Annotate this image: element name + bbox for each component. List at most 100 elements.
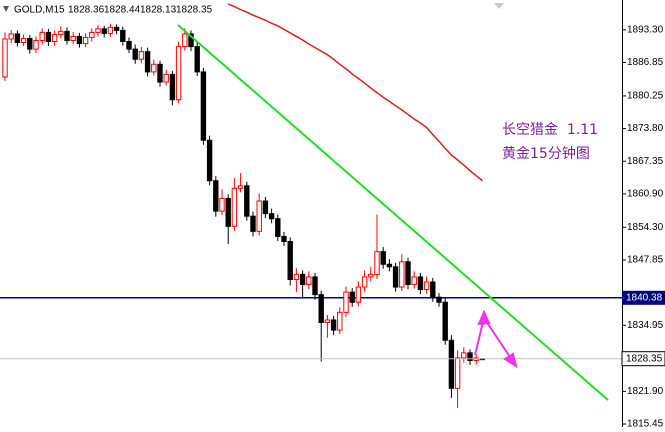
candle-body	[213, 180, 219, 212]
header-close: 1828.35	[176, 5, 213, 16]
candle-body	[169, 73, 176, 101]
current-price-label: 1828.35	[626, 353, 663, 364]
candle-body	[337, 311, 343, 331]
candle-body	[399, 261, 405, 288]
y-tick-label: 1886.85	[627, 57, 664, 68]
candle-body	[386, 263, 393, 268]
candle-body	[324, 319, 331, 324]
level-label: 1840.38	[626, 292, 663, 303]
candle-body	[374, 251, 380, 275]
candle-body	[206, 139, 213, 182]
candle-body	[188, 33, 194, 48]
candle-body	[2, 38, 8, 78]
candle-body	[430, 281, 436, 298]
candle-body	[244, 185, 250, 217]
candle-body	[82, 36, 89, 45]
candle-body	[380, 251, 386, 265]
candle-body	[58, 30, 64, 35]
y-tick-label: 1847.85	[627, 255, 664, 266]
y-tick-label: 1854.30	[627, 222, 664, 233]
candle-body	[293, 273, 300, 280]
candle-body	[64, 30, 70, 42]
candle-body	[256, 200, 262, 232]
candle-body	[151, 63, 157, 73]
candle-body	[330, 319, 337, 331]
y-tick-label: 1880.25	[627, 91, 664, 102]
candle-body	[70, 35, 76, 42]
candle-body	[231, 187, 238, 227]
candle-body	[138, 51, 145, 60]
candle-body	[101, 28, 107, 34]
y-tick-label: 1815.45	[627, 419, 664, 427]
candle-body	[361, 276, 368, 288]
header-low: 1828.13	[140, 5, 177, 16]
header-high: 1828.44	[104, 5, 141, 16]
menu-icon	[3, 6, 9, 12]
candle-body	[287, 240, 293, 280]
candle-body	[45, 31, 52, 43]
scroll-icon	[494, 3, 504, 9]
candle-body	[107, 26, 114, 34]
candle-body	[126, 41, 132, 50]
candle-body	[262, 200, 269, 215]
candle-body	[448, 339, 455, 389]
level-label-box	[622, 290, 665, 305]
symbol-title: GOLD,M15	[14, 5, 65, 16]
candle-body	[132, 48, 138, 60]
candle-body	[411, 276, 417, 286]
arrow-head	[503, 352, 518, 369]
candle-body	[194, 46, 200, 73]
candle-body	[312, 276, 318, 296]
y-tick-label: 1834.95	[627, 320, 664, 331]
candle-body	[39, 31, 45, 42]
y-tick-label: 1821.90	[627, 386, 664, 397]
candle-body	[306, 276, 312, 286]
plot-area	[0, 3, 622, 409]
y-tick-label: 1873.80	[627, 123, 664, 134]
candle-body	[225, 197, 231, 227]
candle-body	[454, 357, 461, 389]
candle-body	[200, 71, 207, 141]
candle-body	[219, 197, 225, 212]
candle-body	[163, 73, 169, 83]
candle-body	[349, 291, 355, 303]
candle-body	[237, 185, 244, 189]
candle-body	[175, 46, 182, 101]
annotation: 长空猎金 1.11	[502, 122, 598, 138]
header-open: 1828.36	[68, 5, 105, 16]
candle-body	[423, 281, 430, 291]
candle-body	[343, 291, 349, 313]
trend-line	[177, 24, 609, 401]
arrow-down	[483, 317, 513, 361]
candle-body	[436, 296, 442, 303]
arrows	[474, 309, 518, 369]
candle-body	[120, 29, 126, 43]
y-tick-label: 1867.35	[627, 156, 664, 167]
candle-body	[299, 273, 306, 286]
candle-body	[113, 26, 120, 31]
candle-body	[20, 37, 27, 44]
candle-body	[318, 294, 324, 324]
y-tick-label: 1860.90	[627, 189, 664, 200]
candle-body	[8, 33, 14, 40]
candle-body	[182, 33, 188, 48]
annotation: 黄金15分钟图	[502, 145, 590, 162]
candle-body	[275, 218, 281, 237]
candle-body	[51, 33, 58, 43]
current-price-box	[621, 351, 665, 367]
candle-body	[417, 276, 424, 291]
candle-body	[27, 37, 33, 50]
candle-body	[405, 261, 411, 286]
candle-body	[355, 286, 362, 303]
candle-body	[250, 215, 256, 232]
candle-body	[442, 301, 448, 341]
y-tick-label: 1893.30	[627, 25, 664, 36]
candle-body	[473, 357, 479, 361]
candle-body	[89, 31, 95, 38]
candle-body	[144, 51, 151, 73]
candle-body	[76, 35, 83, 45]
candle-body	[14, 33, 21, 44]
candle-body	[461, 352, 467, 359]
